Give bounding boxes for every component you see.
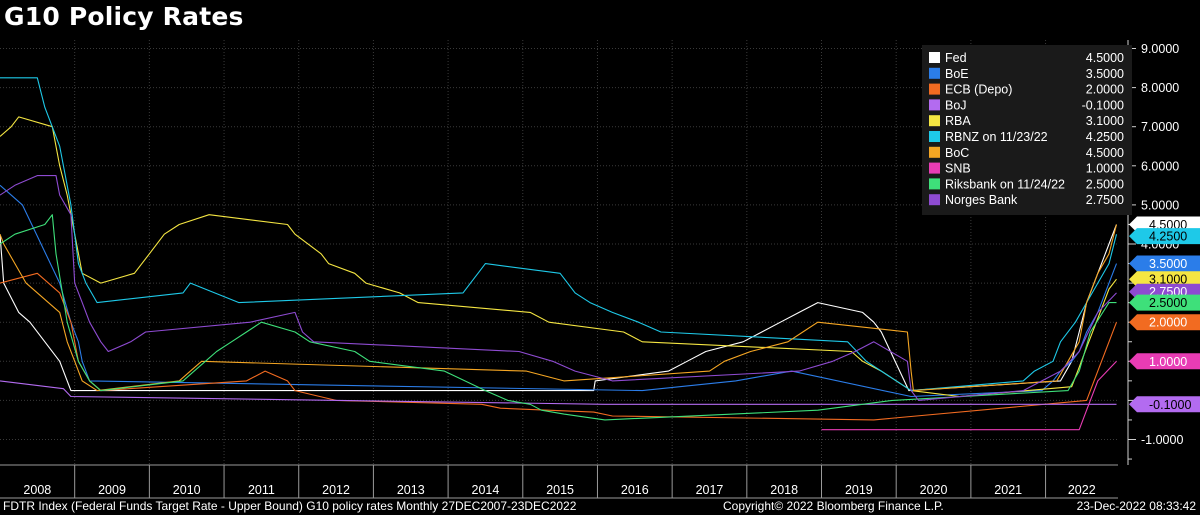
last-value-tag: 3.1000 — [1129, 271, 1200, 288]
tag-background — [1129, 396, 1200, 413]
series-line — [0, 116, 1117, 398]
x-tick-label: 2016 — [621, 483, 649, 497]
tag-background — [1129, 314, 1200, 331]
y-tick-label: 8.0000 — [1141, 81, 1179, 95]
legend-swatch — [929, 194, 940, 206]
x-tick-label: 2013 — [397, 483, 425, 497]
last-value-tag: 2.0000 — [1129, 314, 1200, 331]
series-line — [0, 175, 1117, 401]
x-axis: 2008 2009 2010 2011 2012 2013 2014 2015 2016 2017… — [0, 464, 1118, 499]
series-line — [0, 214, 1117, 421]
legend-value: 3.5000 — [1086, 67, 1124, 81]
series-line — [821, 360, 1117, 431]
legend-swatch — [929, 115, 940, 127]
legend-swatch — [929, 178, 940, 190]
legend-swatch — [929, 99, 940, 111]
legend-swatch — [929, 83, 940, 95]
legend-label: RBA — [945, 114, 971, 128]
series-line — [0, 184, 1118, 398]
legend-label: RBNZ on 11/23/22 — [945, 130, 1048, 144]
last-value-tags: 4.50004.25003.50003.10002.75002.50002.00… — [1129, 216, 1200, 413]
x-tick-label: 2019 — [845, 483, 873, 497]
copyright: Copyright© 2022 Bloomberg Finance L.P. — [723, 499, 944, 513]
policy-rates-chart: 2008 2009 2010 2011 2012 2013 2014 2015 2016 2017… — [0, 40, 1200, 499]
legend-swatch — [929, 67, 940, 79]
source-note: FDTR Index (Federal Funds Target Rate - … — [3, 499, 577, 513]
tag-label: -0.1000 — [1149, 398, 1191, 412]
x-tick-label: 2018 — [770, 483, 798, 497]
legend-value: -0.1000 — [1082, 98, 1124, 112]
legend-value: 1.0000 — [1086, 162, 1124, 176]
tag-label: 3.1000 — [1149, 273, 1187, 287]
x-tick-label: 2017 — [696, 483, 724, 497]
x-tick-label: 2010 — [173, 483, 201, 497]
y-tick-label: 9.0000 — [1141, 42, 1179, 56]
legend: Fed 4.5000 BoE 3.5000 ECB (Depo) 2.0000 BoJ -0.… — [922, 45, 1132, 215]
legend-value: 3.1000 — [1086, 114, 1124, 128]
series-line — [0, 224, 1118, 392]
legend-label: ECB (Depo) — [945, 83, 1012, 97]
series-line — [0, 380, 1117, 405]
legend-label: SNB — [945, 162, 971, 176]
legend-label: BoJ — [945, 98, 967, 112]
last-value-tag: -0.1000 — [1129, 396, 1200, 413]
tag-label: 3.5000 — [1149, 257, 1187, 271]
page-title: G10 Policy Rates — [4, 2, 244, 31]
footer: FDTR Index (Federal Funds Target Rate - … — [0, 499, 1200, 515]
legend-label: BoC — [945, 146, 969, 160]
y-tick-label: -1.0000 — [1141, 433, 1183, 447]
legend-label: Fed — [945, 51, 967, 65]
series-layer — [0, 77, 1118, 431]
series-line — [0, 224, 1118, 392]
tag-background — [1129, 255, 1200, 272]
x-tick-label: 2014 — [472, 483, 500, 497]
tag-label: 1.0000 — [1149, 355, 1187, 369]
tag-background — [1129, 294, 1200, 311]
x-tick-label: 2020 — [920, 483, 948, 497]
legend-value: 2.5000 — [1086, 177, 1124, 191]
last-value-tag: 2.5000 — [1129, 294, 1200, 311]
tag-background — [1129, 271, 1200, 288]
x-tick-label: 2022 — [1068, 483, 1096, 497]
legend-swatch — [929, 52, 940, 63]
timestamp: 23-Dec-2022 08:33:42 — [1076, 499, 1196, 513]
tag-background — [1129, 228, 1200, 245]
x-tick-label: 2009 — [98, 483, 126, 497]
legend-swatch — [929, 162, 940, 174]
last-value-tag: 1.0000 — [1129, 353, 1200, 370]
y-tick-label: 6.0000 — [1141, 159, 1179, 173]
legend-label: BoE — [945, 67, 969, 81]
tag-label: 4.2500 — [1149, 230, 1187, 244]
legend-value: 2.0000 — [1086, 83, 1124, 97]
legend-value: 4.5000 — [1086, 51, 1124, 65]
legend-value: 2.7500 — [1086, 193, 1124, 207]
x-tick-label: 2012 — [322, 483, 350, 497]
x-tick-label: 2015 — [546, 483, 574, 497]
legend-swatch — [929, 131, 940, 142]
x-tick-label: 2008 — [23, 483, 51, 497]
legend-label: Norges Bank — [945, 193, 1018, 207]
series-line — [0, 272, 1118, 421]
tag-background — [1129, 353, 1200, 370]
grid — [0, 40, 1118, 465]
y-tick-label: 5.0000 — [1141, 198, 1179, 212]
last-value-tag: 4.2500 — [1129, 228, 1200, 245]
legend-label: Riksbank on 11/24/22 — [945, 177, 1065, 191]
legend-value: 4.5000 — [1086, 146, 1124, 160]
x-tick-label: 2011 — [248, 483, 275, 497]
series-line — [0, 77, 1118, 392]
y-tick-label: 7.0000 — [1141, 120, 1179, 134]
x-tick-label: 2021 — [994, 483, 1022, 497]
tag-label: 2.0000 — [1149, 316, 1187, 330]
legend-box — [922, 45, 1132, 215]
legend-value: 4.2500 — [1086, 130, 1124, 144]
tag-label: 2.5000 — [1149, 296, 1187, 310]
legend-swatch — [929, 146, 940, 158]
last-value-tag: 3.5000 — [1129, 255, 1200, 272]
